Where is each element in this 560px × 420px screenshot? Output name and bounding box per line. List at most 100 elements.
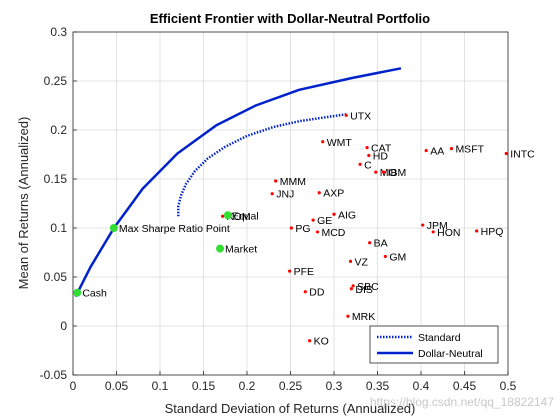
y-tick-label: 0.05 [44, 270, 68, 284]
highlight-label: Cash [82, 288, 107, 300]
asset-point [311, 218, 315, 222]
asset-point [475, 229, 479, 233]
legend-box [369, 325, 499, 364]
asset-point [348, 259, 353, 263]
asset-label: MCD [321, 227, 345, 239]
x-tick-label: 0.15 [192, 379, 216, 393]
asset-label: AA [430, 146, 444, 158]
asset-point [431, 230, 435, 234]
asset-label: KO [314, 336, 329, 348]
asset-point [365, 146, 369, 150]
asset-label: DIS [355, 284, 373, 296]
asset-point [221, 214, 225, 218]
asset-label: BA [374, 238, 388, 250]
asset-point [349, 287, 353, 291]
asset-point [315, 230, 320, 234]
asset-point [383, 254, 387, 259]
asset-point [449, 147, 454, 151]
asset-label: AXP [323, 188, 344, 200]
asset-label: HON [437, 227, 460, 239]
watermark: https://blog.csdn.net/qq_18822147 [370, 395, 554, 409]
highlight-label: Max Sharpe Ratio Point [119, 223, 230, 235]
highlight-point [223, 211, 232, 220]
asset-label: PG [295, 223, 310, 235]
asset-label: MO [380, 167, 397, 179]
frontier-line-dollar-neutral [74, 67, 402, 298]
asset-point [344, 113, 348, 117]
asset-label: IBM [388, 167, 407, 179]
asset-point [367, 153, 371, 158]
asset-label: GM [389, 251, 406, 263]
asset-point [346, 314, 350, 318]
asset-label: VZ [355, 256, 369, 268]
asset-label: HD [373, 150, 389, 162]
highlight-label: Market [225, 244, 257, 256]
highlight-points: Cash Max Sharpe Ratio Point Market [73, 211, 257, 300]
y-tick-label: 0.15 [44, 172, 68, 186]
y-tick-label: 0.1 [50, 221, 67, 235]
y-tick-label: -0.05 [40, 368, 68, 382]
asset-point [358, 162, 362, 166]
asset-point [368, 241, 372, 245]
asset-point [421, 223, 425, 227]
x-tick-label: 0.2 [239, 379, 256, 393]
x-tick-label: 0.4 [413, 379, 430, 393]
asset-point [288, 269, 292, 273]
x-tick-label: 0.5 [500, 379, 517, 393]
asset-label: XOM [227, 211, 251, 223]
axis-ticks: 0 0.05 0.1 0.15 0.2 0.25 0.3 0.35 0.4 0.45 0.5 -0.0… [40, 25, 517, 393]
x-tick-label: 0.25 [279, 379, 303, 393]
y-tick-label: 0 [60, 319, 67, 333]
asset-label: Equal [232, 210, 259, 222]
asset-label: SBC [357, 281, 379, 293]
asset-point [332, 212, 336, 216]
asset-label: CAT [371, 143, 392, 155]
asset-point [321, 140, 325, 144]
chart-title: Efficient Frontier with Dollar-Neutral P… [150, 11, 430, 26]
y-tick-label: 0.25 [44, 74, 68, 88]
asset-point [317, 191, 321, 195]
asset-point [303, 290, 307, 294]
asset-label: JPM [427, 220, 448, 232]
x-tick-label: 0.05 [105, 379, 129, 393]
asset-label: MRK [352, 311, 375, 323]
y-tick-label: 0.3 [50, 25, 67, 39]
asset-label: GE [317, 215, 332, 227]
asset-label: PFE [294, 266, 314, 278]
highlight-point [73, 288, 82, 297]
asset-label: JNJ [276, 189, 294, 201]
y-tick-label: 0.2 [50, 123, 67, 137]
asset-point [374, 170, 378, 174]
highlight-point [109, 224, 118, 232]
asset-point [504, 151, 508, 156]
asset-label: AIG [338, 209, 356, 221]
asset-point [274, 179, 278, 183]
legend-label-standard: Standard [418, 332, 461, 344]
asset-label: C [364, 159, 372, 171]
asset-label: UTX [350, 110, 371, 122]
asset-label: DD [309, 287, 325, 299]
legend: Standard Dollar-Neutral [369, 325, 499, 364]
asset-point [270, 192, 274, 196]
asset-label: INTC [510, 149, 535, 161]
highlight-point [216, 244, 225, 253]
legend-label-dollar-neutral: Dollar-Neutral [418, 348, 483, 360]
asset-point [381, 170, 386, 174]
asset-point [308, 339, 312, 343]
y-axis-label: Mean of Returns (Annualized) [16, 117, 31, 290]
asset-label: HPQ [481, 226, 504, 238]
asset-point [289, 226, 293, 230]
asset-point [351, 284, 355, 288]
asset-point [424, 148, 428, 153]
x-tick-label: 0.45 [453, 379, 477, 393]
asset-label: MMM [280, 176, 306, 188]
asset-label: MSFT [455, 144, 484, 156]
x-tick-label: 0.3 [326, 379, 343, 393]
x-tick-label: 0 [70, 379, 77, 393]
asset-label: WMT [327, 137, 353, 149]
frontier-lines [74, 67, 402, 298]
frontier-line-standard [177, 113, 347, 217]
x-tick-label: 0.35 [366, 379, 390, 393]
